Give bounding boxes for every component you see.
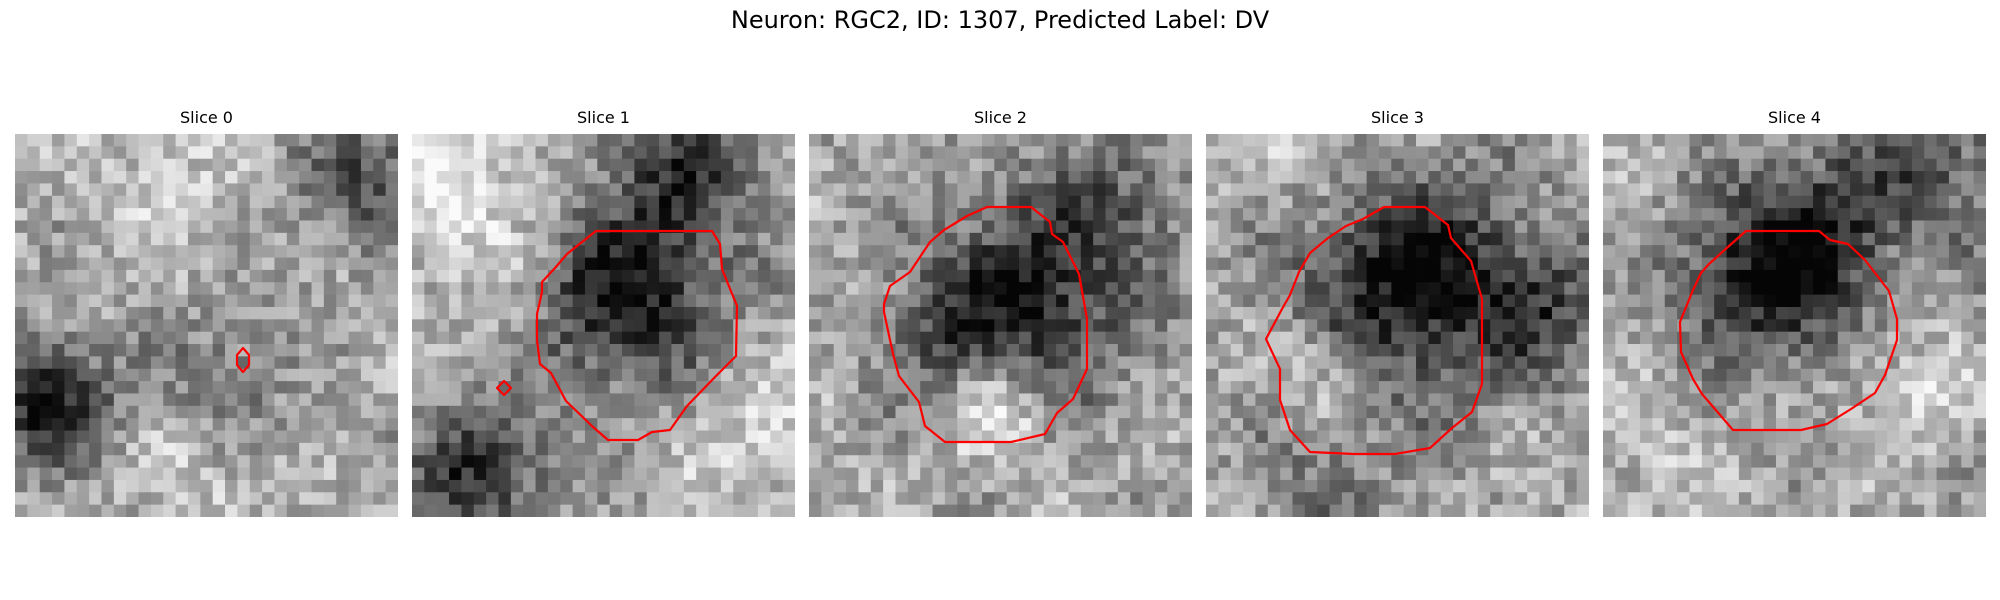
slice-image [1603,134,1986,517]
slice-panel-4: Slice 4 [1603,108,1986,517]
slice-panel-2: Slice 2 [809,108,1192,517]
slice-title: Slice 4 [1768,108,1821,127]
slice-image [15,134,398,517]
slice-panel-3: Slice 3 [1206,108,1589,517]
figure-title: Neuron: RGC2, ID: 1307, Predicted Label:… [730,6,1270,34]
contour-outline [235,346,251,374]
slice-title: Slice 1 [577,108,630,127]
slice-image [412,134,795,517]
contour-outline [1264,205,1484,456]
contour-outline [1678,229,1899,432]
contour-outline [535,229,739,442]
slice-panel-1: Slice 1 [412,108,795,517]
slice-image [809,134,1192,517]
slice-title: Slice 2 [974,108,1027,127]
slice-image [1206,134,1589,517]
slice-title: Slice 3 [1371,108,1424,127]
slice-title: Slice 0 [180,108,233,127]
contour-outline [495,379,513,397]
contour-outline [882,205,1089,444]
slice-panel-0: Slice 0 [15,108,398,517]
